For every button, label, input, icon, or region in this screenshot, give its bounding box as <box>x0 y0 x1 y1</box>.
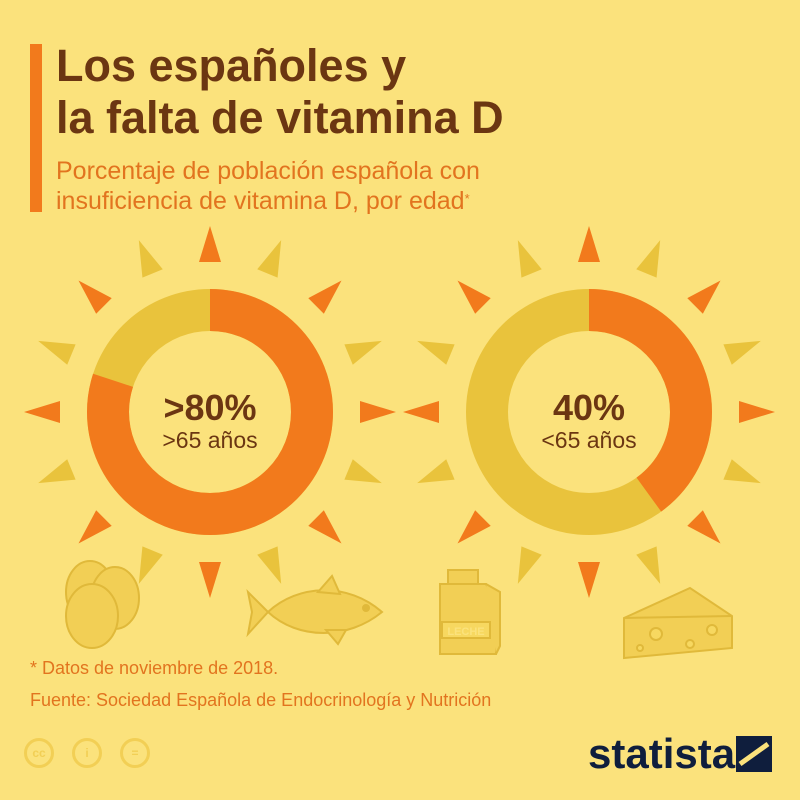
cc-icon[interactable]: cc <box>24 738 54 768</box>
sun-ray <box>403 401 439 423</box>
page-subtitle: Porcentaje de población española con ins… <box>56 156 776 216</box>
fish-icon <box>246 574 384 646</box>
sun-ray <box>687 280 721 314</box>
sun-ray <box>578 226 600 262</box>
subtitle-line-1: Porcentaje de población española con <box>56 157 480 185</box>
sun-ray <box>344 340 382 365</box>
sun-ray <box>38 340 76 365</box>
donut-over-65: >80% >65 años <box>87 289 333 535</box>
statista-logo[interactable]: statista <box>588 724 778 780</box>
sun-ray <box>517 546 542 584</box>
attribution-icon[interactable]: i <box>72 738 102 768</box>
sun-ray <box>457 510 491 544</box>
sun-ray <box>308 280 342 314</box>
milk-label: LECHE <box>447 626 484 638</box>
sun-ray <box>24 401 60 423</box>
statista-mark-icon <box>736 736 772 772</box>
sun-rays <box>24 226 396 598</box>
title-line-2: la falta de vitamina D <box>56 92 504 143</box>
sun-ray <box>308 510 342 544</box>
sun-ray <box>723 340 761 365</box>
brand-name: statista <box>588 730 736 777</box>
sun-ray <box>257 240 282 278</box>
sun-ray <box>138 240 163 278</box>
sun-ray <box>739 401 775 423</box>
group-label: <65 años <box>541 427 636 453</box>
sun-ray <box>636 546 661 584</box>
sun-ray <box>636 240 661 278</box>
source-note: Fuente: Sociedad Española de Endocrinolo… <box>30 690 492 710</box>
donut-value-slice <box>466 289 712 535</box>
accent-bar <box>30 44 42 212</box>
sun-ray <box>78 510 112 544</box>
subtitle-line-2-text: insuficiencia de vitamina D, por edad <box>56 187 465 215</box>
subtitle-line-2: insuficiencia de vitamina D, por edad* <box>56 186 776 216</box>
sun-ray <box>138 546 163 584</box>
sun-ray <box>199 226 221 262</box>
subtitle-asterisk: * <box>464 191 470 206</box>
sun-ray <box>344 459 382 484</box>
page-title: Los españoles y la falta de vitamina D <box>56 40 776 144</box>
value-label: >80% <box>163 387 256 428</box>
sun-ray <box>723 459 761 484</box>
sun-ray <box>257 546 282 584</box>
sun-ray <box>578 562 600 598</box>
footnote: * Datos de noviembre de 2018. <box>30 658 279 678</box>
sun-ray <box>38 459 76 484</box>
group-label: >65 años <box>162 427 257 453</box>
sun-ray <box>360 401 396 423</box>
sun-ray <box>457 280 491 314</box>
sun-ray <box>517 240 542 278</box>
equals-icon[interactable]: = <box>120 738 150 768</box>
donut-under-65: 40% <65 años <box>466 289 712 535</box>
donut-value-slice <box>87 289 333 535</box>
title-line-1: Los españoles y <box>56 40 407 91</box>
cheese-icon <box>623 586 733 660</box>
sun-ray <box>417 459 455 484</box>
sun-ray <box>687 510 721 544</box>
sun-ray <box>78 280 112 314</box>
milk-carton-icon: LECHE <box>439 569 501 655</box>
value-label: 40% <box>553 387 625 428</box>
sun-rays <box>403 226 775 598</box>
eggs-icon <box>65 560 140 649</box>
sun-ray <box>417 340 455 365</box>
sun-ray <box>199 562 221 598</box>
